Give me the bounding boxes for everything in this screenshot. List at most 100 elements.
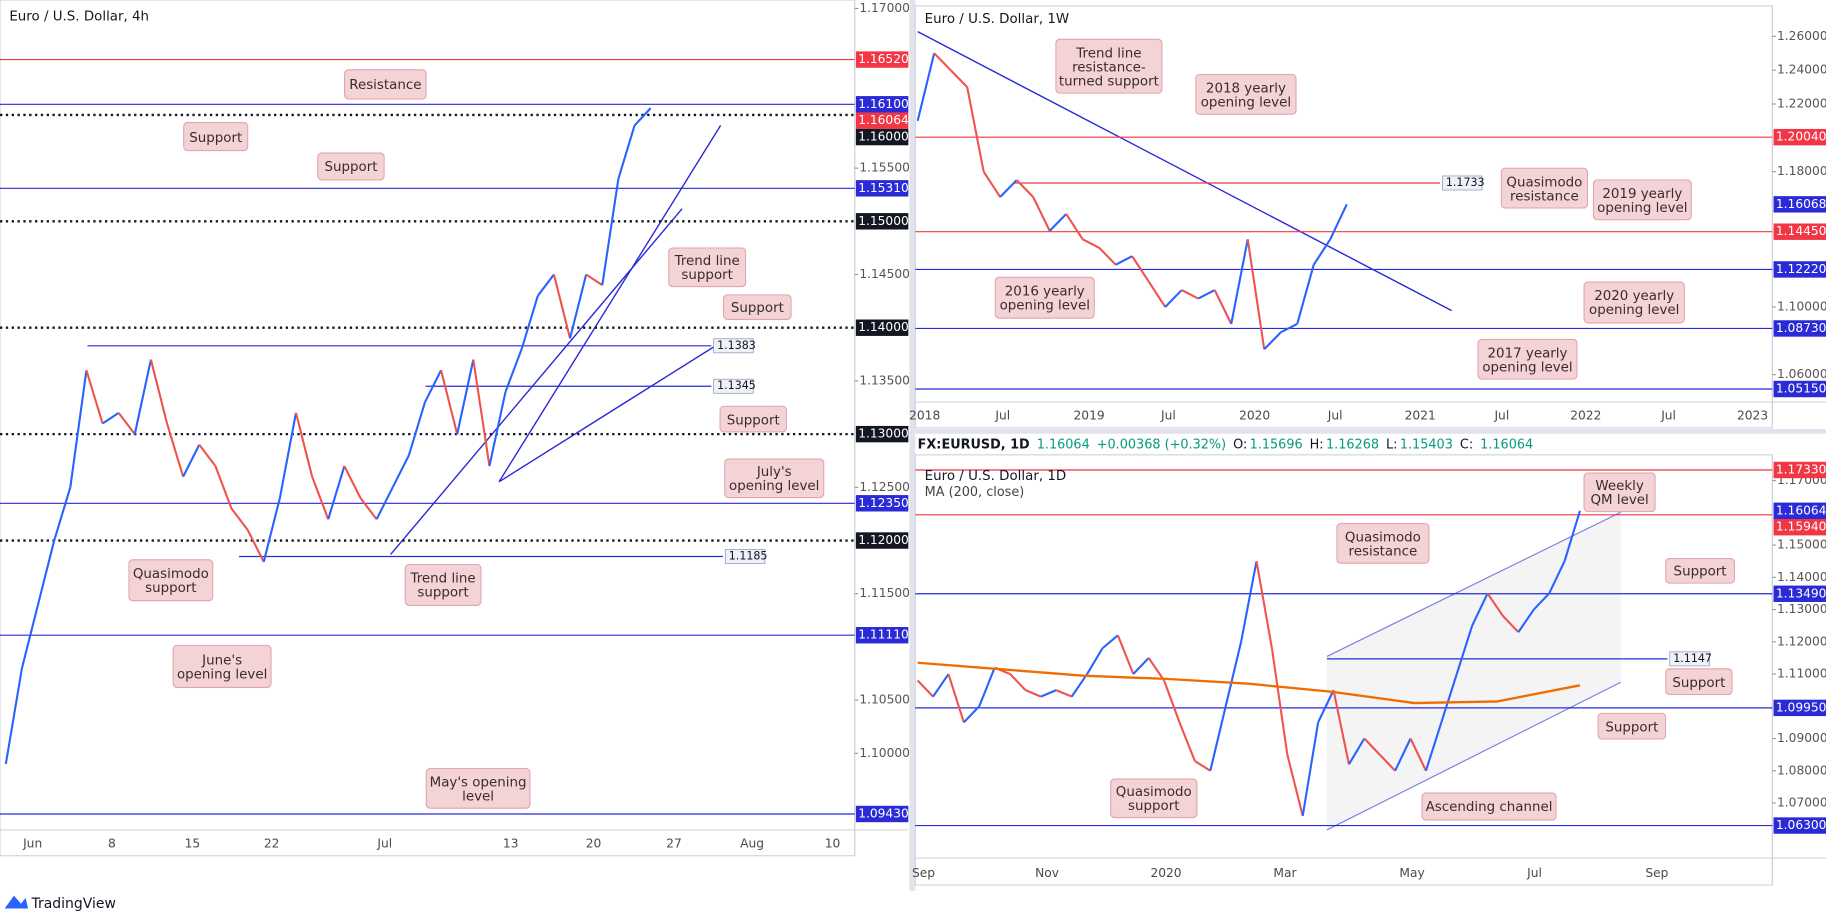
price-segment	[101, 411, 120, 425]
x-tick-label: Jul	[994, 409, 1010, 423]
y-tick-label: 1.22000	[1777, 96, 1826, 110]
price-label-box	[855, 627, 909, 644]
price-label: 1.16064	[1776, 503, 1826, 517]
y-tick-label: 1.12500	[859, 480, 910, 494]
price-label-box	[855, 51, 909, 68]
annotation: Support	[317, 152, 385, 181]
x-tick-label: 20	[586, 836, 602, 850]
price-segment	[472, 359, 491, 467]
annotation-text: Trend line support	[404, 563, 482, 607]
annotation-text: Support	[722, 294, 792, 321]
price-label-box	[1773, 320, 1826, 337]
y-tick-label: 1.13000	[1777, 602, 1826, 616]
price-label: 1.09430	[858, 806, 909, 820]
price-label: 1.09950	[1776, 700, 1826, 714]
price-segment	[182, 444, 201, 478]
trend-line	[917, 31, 1453, 312]
price-label: 1.12350	[858, 496, 909, 510]
y-tick-label: 1.10000	[859, 746, 910, 760]
annotation: Trend line support	[404, 563, 482, 607]
price-label: 1.13000	[858, 427, 909, 441]
x-tick-label: Jul	[1160, 409, 1176, 423]
y-tick-label: 1.11500	[859, 586, 910, 600]
price-label: 1.14450	[1776, 224, 1826, 238]
price-segment	[20, 604, 40, 669]
annotation: Support	[1597, 712, 1667, 740]
chart-header: FX:EURUSD, 1D 1.16064 +0.00368 (+0.32%) O: 1…	[918, 437, 1534, 452]
annotation-text: Support	[183, 121, 249, 152]
price-segment	[1082, 238, 1100, 249]
annotation-text: Support	[1597, 712, 1667, 740]
price-segment	[1181, 289, 1199, 300]
annotation: Quasimodo support	[1110, 778, 1198, 819]
annotation: Support	[183, 121, 249, 152]
moving-average	[917, 661, 1581, 705]
price-label-box	[855, 319, 909, 336]
marker-label: 1.1383	[717, 339, 756, 352]
y-tick-label: 1.14500	[859, 267, 910, 281]
x-tick-label: 2021	[1405, 409, 1436, 423]
price-segment	[1255, 561, 1273, 649]
price-segment	[585, 273, 603, 287]
price-segment	[966, 86, 985, 172]
price-label-box	[1773, 261, 1826, 278]
price-label-box	[1773, 502, 1826, 519]
annotation: 2016 yearly opening level	[994, 276, 1095, 319]
annotation: Quasimodo support	[128, 559, 214, 602]
price-segment	[1230, 239, 1249, 325]
price-segment	[1116, 634, 1135, 675]
chart-title: Euro / U.S. Dollar, 1W	[925, 12, 1070, 27]
x-tick-label: Sep	[912, 866, 935, 880]
x-tick-label: 10	[825, 836, 841, 850]
price-segment	[1280, 322, 1298, 334]
y-tick-label: 1.09000	[1777, 731, 1826, 745]
price-segment	[1317, 689, 1335, 723]
price-segment	[85, 369, 104, 424]
y-tick-label: 1.14000	[1777, 570, 1826, 584]
y-tick-label: 1.11000	[1777, 667, 1826, 681]
price-segment	[1147, 657, 1165, 682]
price-label-box	[1773, 699, 1826, 717]
price-label: 1.16520	[858, 52, 909, 66]
header-item: O:	[1233, 437, 1247, 452]
price-segment	[504, 348, 523, 392]
panel-separator	[909, 0, 916, 891]
price-label: 1.13490	[1776, 586, 1826, 600]
price-label-box	[1773, 585, 1826, 602]
annotation: Trend line support	[668, 247, 747, 288]
price-segment	[1178, 722, 1196, 762]
price-segment	[1213, 289, 1233, 325]
annotation: Trend line resistance- turned support	[1055, 38, 1163, 94]
x-tick-label: May	[1399, 866, 1424, 880]
panel-separator	[915, 429, 1826, 434]
price-label-box	[855, 96, 909, 113]
header-item: 1.16064	[1037, 437, 1090, 452]
price-segment	[1070, 673, 1088, 698]
price-segment	[1115, 255, 1133, 266]
header-item: FX:EURUSD, 1D	[918, 437, 1030, 452]
price-segment	[1240, 561, 1258, 642]
price-segment	[1502, 615, 1520, 633]
annotation-text: Resistance	[343, 69, 427, 100]
logo-text: TradingView	[30, 896, 115, 912]
marker-label-box	[1669, 651, 1710, 667]
price-label: 1.08730	[1776, 321, 1826, 335]
annotation-text: Support	[1665, 557, 1736, 584]
price-segment	[1131, 255, 1150, 283]
annotation: May's opening level	[425, 767, 531, 809]
annotation: Support	[1665, 668, 1733, 696]
price-segment	[1312, 238, 1332, 266]
price-segment	[1286, 754, 1304, 817]
price-segment	[246, 529, 265, 563]
price-segment	[536, 273, 555, 297]
price-segment	[520, 295, 539, 350]
price-label-box	[1773, 128, 1826, 146]
price-label-box	[855, 532, 909, 549]
price-segment	[1015, 179, 1034, 198]
marker-label-box	[713, 378, 754, 394]
x-tick-label: 2018	[909, 409, 940, 423]
price-segment	[1132, 657, 1150, 675]
x-tick-label: Jul	[1493, 409, 1509, 423]
price-segment	[552, 274, 572, 339]
